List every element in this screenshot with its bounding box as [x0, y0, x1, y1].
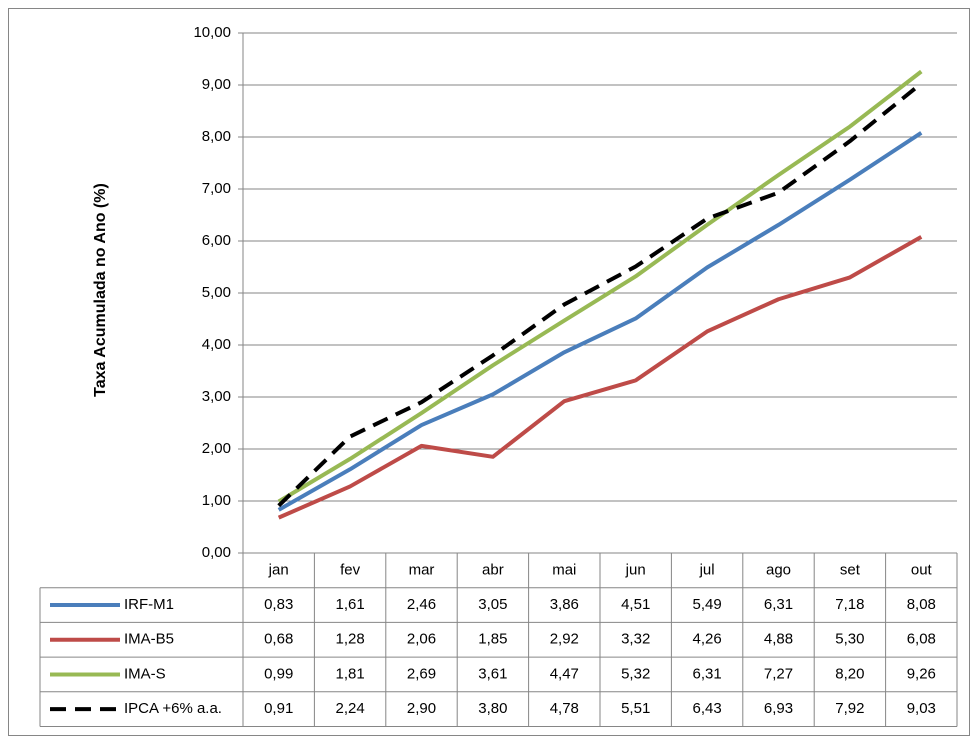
table-value: 8,20 [835, 665, 864, 682]
table-value: 7,27 [764, 665, 793, 682]
y-tick-label: 10,00 [193, 24, 231, 41]
table-value: 0,83 [264, 596, 293, 613]
table-value: 7,18 [835, 596, 864, 613]
y-tick-label: 7,00 [202, 180, 231, 197]
table-value: 1,81 [335, 665, 364, 682]
y-tick-label: 1,00 [202, 492, 231, 509]
table-value: 3,61 [478, 665, 507, 682]
table-value: 5,49 [692, 596, 721, 613]
category-label: jul [699, 561, 715, 578]
table-value: 1,28 [335, 631, 364, 648]
table-value: 6,31 [764, 596, 793, 613]
table-value: 3,80 [478, 700, 507, 717]
category-label: set [840, 561, 861, 578]
y-tick-label: 5,00 [202, 284, 231, 301]
y-tick-label: 0,00 [202, 544, 231, 561]
table-value: 9,03 [907, 700, 936, 717]
table-value: 3,32 [621, 631, 650, 648]
y-tick-label: 6,00 [202, 232, 231, 249]
table-value: 2,24 [335, 700, 364, 717]
chart-frame [8, 8, 970, 736]
category-label: fev [340, 561, 361, 578]
table-value: 6,31 [692, 665, 721, 682]
table-value: 8,08 [907, 596, 936, 613]
category-label: out [911, 561, 933, 578]
table-value: 4,51 [621, 596, 650, 613]
table-value: 3,05 [478, 596, 507, 613]
legend-label: IRF-M1 [124, 596, 174, 613]
category-label: ago [766, 561, 791, 578]
table-value: 1,85 [478, 631, 507, 648]
table-value: 5,32 [621, 665, 650, 682]
series-line [277, 81, 923, 508]
table-value: 2,92 [550, 631, 579, 648]
series-line [277, 131, 923, 512]
category-label: mar [409, 561, 435, 578]
y-axis-label: Taxa Acumulada no Ano (%) [92, 183, 109, 397]
table-value: 9,26 [907, 665, 936, 682]
table-value: 2,69 [407, 665, 436, 682]
table-value: 4,26 [692, 631, 721, 648]
table-value: 2,46 [407, 596, 436, 613]
table-value: 6,43 [692, 700, 721, 717]
table-value: 2,06 [407, 631, 436, 648]
category-label: abr [482, 561, 504, 578]
table-value: 6,93 [764, 700, 793, 717]
category-label: jun [625, 561, 646, 578]
y-tick-label: 8,00 [202, 128, 231, 145]
legend-label: IPCA +6% a.a. [124, 700, 222, 717]
table-value: 2,90 [407, 700, 436, 717]
table-value: 5,30 [835, 631, 864, 648]
table-value: 0,91 [264, 700, 293, 717]
y-tick-label: 2,00 [202, 440, 231, 457]
table-value: 5,51 [621, 700, 650, 717]
category-label: jan [268, 561, 289, 578]
y-tick-label: 3,00 [202, 388, 231, 405]
legend-label: IMA-S [124, 665, 166, 682]
table-value: 4,47 [550, 665, 579, 682]
table-value: 4,78 [550, 700, 579, 717]
series-line [277, 235, 923, 520]
legend-label: IMA-B5 [124, 631, 174, 648]
y-tick-label: 9,00 [202, 76, 231, 93]
table-value: 0,99 [264, 665, 293, 682]
category-label: mai [552, 561, 576, 578]
y-tick-label: 4,00 [202, 336, 231, 353]
series-line [277, 69, 923, 504]
table-value: 4,88 [764, 631, 793, 648]
table-value: 7,92 [835, 700, 864, 717]
table-value: 1,61 [335, 596, 364, 613]
table-value: 3,86 [550, 596, 579, 613]
table-value: 6,08 [907, 631, 936, 648]
table-value: 0,68 [264, 631, 293, 648]
